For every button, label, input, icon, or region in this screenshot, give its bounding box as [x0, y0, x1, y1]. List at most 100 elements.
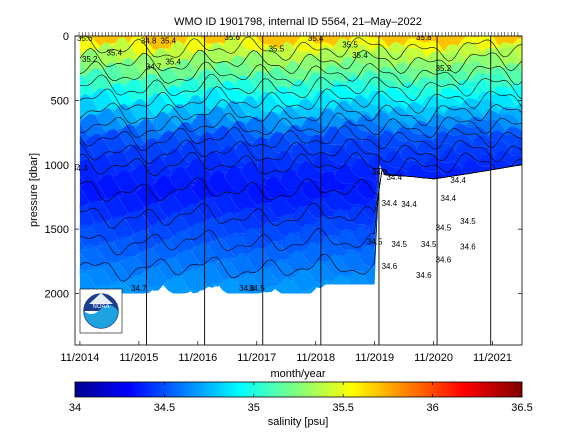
- contour-label: 35.6: [77, 34, 93, 43]
- contour-label: 35.4: [107, 48, 123, 57]
- x-tick-label: 11/2015: [119, 352, 158, 364]
- contour-label: 34.6: [416, 271, 432, 280]
- plot-area: 35.635.235.434.8 35.434.735.435.635.535.4…: [72, 33, 522, 345]
- salinity-band: [79, 164, 522, 236]
- salinity-band: [79, 164, 522, 262]
- contour-line: [79, 125, 522, 152]
- contour-label: 35.5: [342, 41, 358, 50]
- colorbar-tick-label: 34.5: [154, 402, 175, 414]
- salinity-band: [79, 139, 522, 170]
- contour-label: 34.5: [367, 238, 383, 247]
- profile-tick-marks: [78, 32, 519, 36]
- contour-line: [79, 61, 522, 88]
- y-tick-label: 1000: [45, 160, 69, 172]
- contour-label: 34.4: [441, 194, 457, 203]
- contour-lines: [79, 36, 522, 282]
- contour-line: [79, 73, 522, 101]
- contour-line: [79, 164, 522, 282]
- colorbar-tick-label: 36.5: [511, 402, 532, 414]
- salinity-field: [79, 36, 522, 294]
- colorbar-tick-label: 35: [248, 402, 260, 414]
- salinity-band: [79, 164, 522, 196]
- colorbar-tick-label: 36: [426, 402, 438, 414]
- salinity-band: [79, 42, 522, 74]
- salinity-band: [79, 119, 522, 152]
- x-tick-label: 11/2014: [60, 352, 99, 364]
- x-tick-label: 11/2021: [473, 352, 512, 364]
- colorbar-ticks: 34 34.5 35 35.5 36 36.5: [69, 382, 533, 414]
- chart-title: WMO ID 1901798, internal ID 5564, 21–May…: [174, 16, 422, 28]
- contour-label: 35.2: [436, 64, 452, 73]
- salinity-band: [79, 105, 522, 139]
- salinity-band: [79, 164, 522, 242]
- y-tick-label: 500: [51, 95, 69, 107]
- y-tick-label: 0: [63, 31, 69, 43]
- contour-line: [79, 112, 522, 139]
- x-tick-label: 11/2020: [414, 352, 453, 364]
- salinity-band: [79, 164, 522, 288]
- salinity-band: [79, 100, 522, 133]
- x-axis: 11/2014 11/2015 11/2016 11/2017 11/2018 11/20…: [60, 341, 512, 364]
- contour-label: 34.8: [141, 37, 157, 46]
- contour-label: 35.5: [269, 44, 285, 53]
- contour-label: 34.5: [436, 223, 452, 232]
- salinity-band: [79, 48, 522, 82]
- contour-label: 34.7: [146, 62, 162, 71]
- contour-label: 35.4: [165, 57, 181, 66]
- plot-frame: [74, 35, 523, 346]
- salinity-band: [79, 158, 522, 190]
- salinity-band: [79, 55, 522, 89]
- salinity-band: [79, 74, 522, 108]
- contour-label: 34.5: [249, 284, 265, 293]
- y-tick-label: 1500: [45, 224, 69, 236]
- colorbar-tick-label: 34: [69, 402, 81, 414]
- x-tick-label: 11/2017: [237, 352, 276, 364]
- y-axis-label: pressure [dbar]: [28, 153, 40, 227]
- contour-line: [79, 47, 522, 74]
- colorbar: 34 34.5 35 35.5 36 36.5 salinity [psu]: [69, 381, 533, 428]
- contour-label: 34.5: [421, 240, 437, 249]
- x-tick-label: 11/2016: [178, 352, 217, 364]
- contour-label: 34.4: [382, 199, 398, 208]
- contour-label: 35.2: [82, 55, 98, 64]
- x-tick-label: 11/2018: [296, 352, 335, 364]
- noaa-logo: NOAA: [79, 288, 123, 334]
- contour-label: 34.4: [72, 164, 88, 173]
- contour-label: 34.6: [239, 284, 255, 293]
- salinity-band: [79, 164, 522, 216]
- salinity-band: [79, 164, 522, 281]
- contour-label: 34.5: [460, 217, 476, 226]
- y-tick-label: 2000: [45, 289, 69, 301]
- contour-label: 35.8: [416, 33, 432, 42]
- contour-label: 34.6: [382, 262, 398, 271]
- contour-line: [79, 86, 522, 114]
- x-tick-label: 11/2019: [355, 352, 394, 364]
- noaa-logo-text: NOAA: [92, 304, 109, 310]
- contour-label: 34.7: [131, 284, 147, 293]
- salinity-band: [79, 164, 522, 201]
- salinity-band: [79, 113, 522, 144]
- contour-label: 34.6: [460, 243, 476, 252]
- salinity-band: [79, 36, 522, 63]
- colorbar-gradient: [74, 381, 523, 398]
- contour-label: 34.4: [386, 173, 402, 182]
- x-axis-label: month/year: [270, 368, 325, 380]
- contour-label: 34.3: [372, 168, 388, 177]
- colorbar-label: salinity [psu]: [268, 416, 329, 428]
- contour-label: 34.6: [436, 256, 452, 265]
- contour-line: [79, 151, 522, 177]
- contour-labels: 35.635.235.434.8 35.434.735.435.635.535.4…: [72, 33, 476, 293]
- colorbar-tick-label: 35.5: [332, 402, 353, 414]
- contour-label: 35.4: [352, 51, 368, 60]
- contour-line: [79, 138, 522, 164]
- contour-line: [79, 99, 522, 126]
- salinity-band: [79, 93, 522, 126]
- contour-label: 34.4: [450, 176, 466, 185]
- contour-label: 34.5: [391, 240, 407, 249]
- salinity-band: [79, 164, 522, 255]
- contour-line: [79, 36, 522, 62]
- salinity-band: [79, 36, 522, 69]
- y-axis: 0 500 1000 1500 2000: [45, 31, 522, 301]
- contour-label: 35.4: [308, 34, 324, 43]
